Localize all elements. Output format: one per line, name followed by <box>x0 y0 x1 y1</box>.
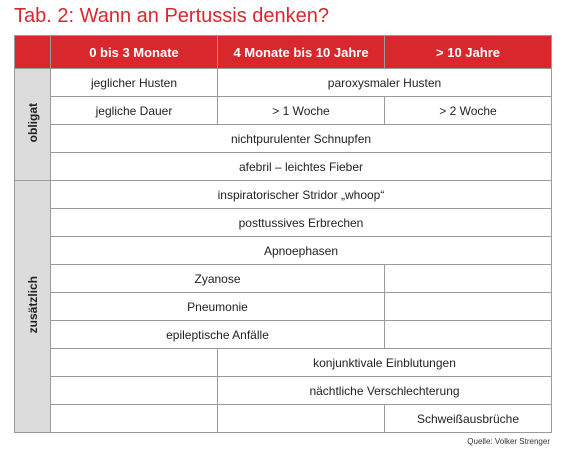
section-label-text: obligat <box>25 103 40 143</box>
empty-cell <box>384 320 552 349</box>
header-cell: > 10 Jahre <box>384 35 552 69</box>
cell: jeglicher Husten <box>50 68 218 97</box>
cell: posttussives Erbrechen <box>50 208 552 237</box>
cell: nichtpurulenter Schnupfen <box>50 124 552 153</box>
cell: paroxysmaler Husten <box>217 68 552 97</box>
empty-cell <box>217 404 385 433</box>
empty-cell <box>50 376 218 405</box>
cell: jegliche Dauer <box>50 96 218 125</box>
section-label: zusätzlich <box>14 180 51 433</box>
header-cell: 0 bis 3 Monate <box>50 35 218 69</box>
cell: afebril – leichtes Fieber <box>50 152 552 181</box>
empty-cell <box>384 292 552 321</box>
source: Quelle: Volker Strenger <box>467 437 550 446</box>
cell: Schweißausbrüche <box>384 404 552 433</box>
cell: epileptische Anfälle <box>50 320 385 349</box>
section-label-text: zusätzlich <box>25 276 40 334</box>
empty-cell <box>50 348 218 377</box>
header-row: 0 bis 3 Monate 4 Monate bis 10 Jahre > 1… <box>14 35 552 69</box>
header-cell <box>14 35 51 69</box>
cell: Zyanose <box>50 264 385 293</box>
section-label: obligat <box>14 68 51 181</box>
empty-cell <box>50 404 218 433</box>
cell: > 2 Woche <box>384 96 552 125</box>
header-cell: 4 Monate bis 10 Jahre <box>217 35 385 69</box>
cell: > 1 Woche <box>217 96 385 125</box>
cell: konjunktivale Einblutungen <box>217 348 552 377</box>
empty-cell <box>384 264 552 293</box>
cell: nächtliche Verschlechterung <box>217 376 552 405</box>
cell: Pneumonie <box>50 292 385 321</box>
cell: inspiratorischer Stridor „whoop“ <box>50 180 552 209</box>
table: 0 bis 3 Monate 4 Monate bis 10 Jahre > 1… <box>14 35 552 433</box>
cell: Apnoephasen <box>50 236 552 265</box>
title: Tab. 2: Wann an Pertussis denken? <box>14 5 329 27</box>
